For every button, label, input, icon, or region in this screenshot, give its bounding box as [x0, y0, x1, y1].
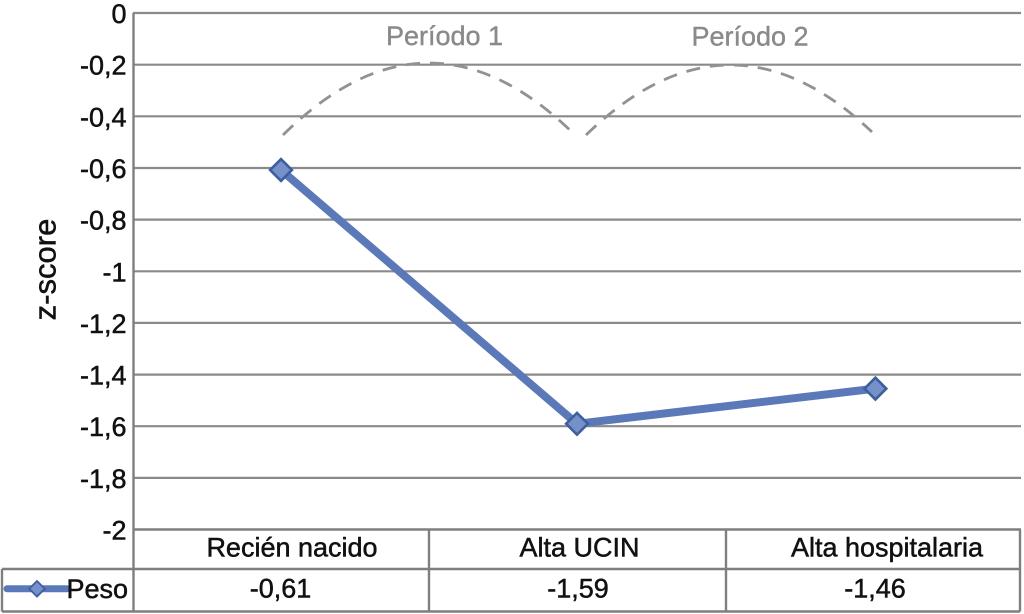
svg-text:-0,8: -0,8	[80, 206, 127, 236]
svg-text:-0,2: -0,2	[80, 51, 127, 81]
svg-text:-1,6: -1,6	[80, 412, 127, 442]
svg-text:-1: -1	[102, 257, 126, 287]
svg-text:Alta UCIN: Alta UCIN	[519, 533, 639, 563]
svg-text:-1,59: -1,59	[547, 574, 609, 604]
svg-text:Alta hospitalaria: Alta hospitalaria	[791, 533, 984, 563]
svg-text:-2: -2	[102, 516, 126, 546]
svg-text:0: 0	[111, 0, 126, 29]
svg-text:-1,8: -1,8	[80, 464, 127, 494]
svg-text:z-score: z-score	[28, 219, 63, 321]
svg-text:Peso: Peso	[66, 574, 128, 604]
svg-text:Período 1: Período 1	[386, 21, 503, 51]
svg-text:Período 2: Período 2	[691, 21, 808, 51]
svg-text:Recién nacido: Recién nacido	[206, 533, 377, 563]
svg-text:-0,6: -0,6	[80, 154, 127, 184]
svg-text:-1,4: -1,4	[80, 361, 127, 391]
svg-text:-0,4: -0,4	[80, 102, 127, 132]
svg-text:-1,46: -1,46	[844, 574, 906, 604]
svg-text:-1,2: -1,2	[80, 309, 127, 339]
svg-text:-0,61: -0,61	[250, 574, 312, 604]
